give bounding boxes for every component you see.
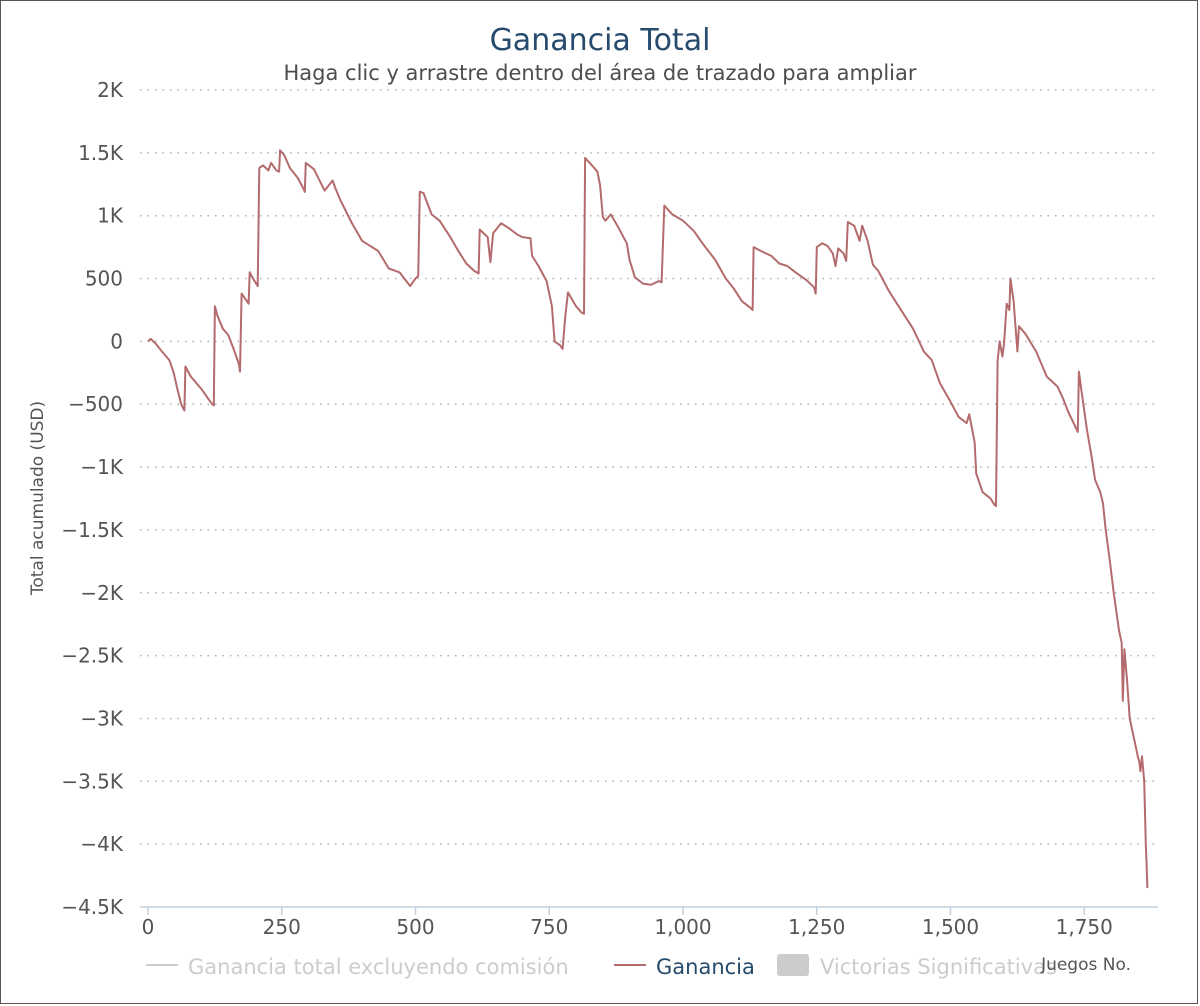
y-tick-label: 0 bbox=[110, 329, 123, 353]
chart-title: Ganancia Total bbox=[490, 23, 711, 58]
y-tick-label: −4.5K bbox=[61, 895, 124, 919]
y-tick-label: −3K bbox=[80, 706, 123, 730]
x-tick-label: 1,750 bbox=[1056, 915, 1113, 939]
x-tick-label: 1,250 bbox=[788, 915, 845, 939]
y-tick-label: −4K bbox=[80, 832, 123, 856]
y-tick-label: 1.5K bbox=[78, 141, 124, 165]
legend-symbol-victorias[interactable] bbox=[777, 954, 809, 976]
legend-item-excl-commission[interactable]: Ganancia total excluyendo comisión bbox=[188, 955, 569, 979]
x-tick-label: 1,500 bbox=[922, 915, 979, 939]
y-tick-label: −2.5K bbox=[61, 644, 124, 668]
x-tick-label: 500 bbox=[396, 915, 434, 939]
x-axis-label: Juegos No. bbox=[1040, 955, 1131, 975]
y-tick-label: 500 bbox=[85, 267, 123, 291]
series-line-ganancia[interactable] bbox=[147, 149, 1149, 889]
legend[interactable]: Ganancia total excluyendo comisión Gananc… bbox=[146, 954, 1057, 979]
y-tick-label: −1.5K bbox=[61, 518, 124, 542]
y-tick-label: 2K bbox=[97, 78, 124, 102]
y-tick-label: −2K bbox=[80, 581, 123, 605]
x-tick-label: 250 bbox=[263, 915, 301, 939]
legend-item-ganancia[interactable]: Ganancia bbox=[656, 955, 755, 979]
x-tick-label: 1,000 bbox=[654, 915, 711, 939]
series-group[interactable] bbox=[147, 149, 1149, 889]
y-tick-label: −500 bbox=[68, 392, 123, 416]
grid-lines bbox=[140, 89, 1158, 845]
y-tick-label: 1K bbox=[97, 204, 124, 228]
y-tick-label: −3.5K bbox=[61, 769, 124, 793]
y-tick-labels: 2K 1.5K 1K 500 0 −500 −1K −1.5K −2K −2.5K −3K −3.5K… bbox=[61, 78, 124, 919]
legend-item-victorias[interactable]: Victorias Significativas bbox=[820, 955, 1057, 979]
x-tick-labels: 0 250 500 750 1,000 1,250 1,500 1,750 bbox=[142, 907, 1113, 939]
x-tick-label: 750 bbox=[530, 915, 568, 939]
x-tick-label: 0 bbox=[142, 915, 155, 939]
y-axis-label: Total acumulado (USD) bbox=[28, 401, 48, 596]
y-tick-label: −1K bbox=[80, 455, 123, 479]
chart-subtitle: Haga clic y arrastre dentro del área de … bbox=[283, 61, 916, 85]
